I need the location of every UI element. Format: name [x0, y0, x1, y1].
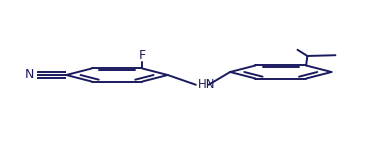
Text: HN: HN — [198, 78, 215, 91]
Text: F: F — [139, 49, 146, 62]
Text: N: N — [25, 69, 34, 81]
